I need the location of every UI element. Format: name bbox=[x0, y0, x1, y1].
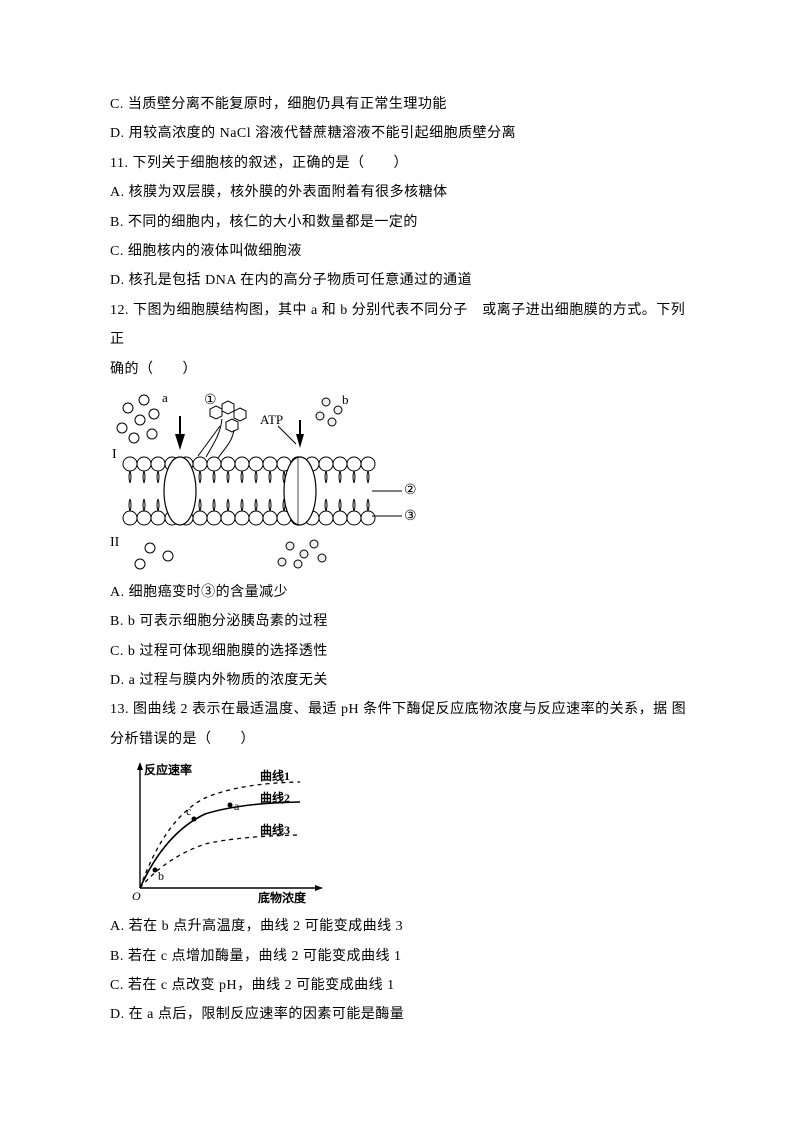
q10-option-d: D. 用较高浓度的 NaCl 溶液代替蔗糖溶液不能引起细胞质壁分离 bbox=[110, 119, 690, 148]
page: C. 当质壁分离不能复原时，细胞仍具有正常生理功能 D. 用较高浓度的 NaCl… bbox=[0, 0, 800, 1132]
q12-option-b: B. b 可表示细胞分泌胰岛素的过程 bbox=[110, 607, 690, 636]
q11-option-d: D. 核孔是包括 DNA 在内的高分子物质可任意通过的通道 bbox=[110, 266, 690, 295]
label-side-2: II bbox=[110, 535, 120, 550]
label-c1: ① bbox=[204, 393, 217, 408]
label-side-1: I bbox=[112, 447, 117, 462]
y-axis-label: 反应速率 bbox=[144, 762, 192, 777]
label-b: b bbox=[342, 392, 349, 407]
q12-stem-line1: 12. 下图为细胞膜结构图，其中 a 和 b 分别代表不同分子 或离子进出细胞膜… bbox=[110, 296, 690, 355]
label-c2: ② bbox=[404, 483, 417, 498]
point-a: a bbox=[234, 799, 240, 813]
q13-option-c: C. 若在 c 点改变 pH，曲线 2 可能变成曲线 1 bbox=[110, 971, 690, 1000]
origin-label: O bbox=[132, 889, 141, 903]
curve2-label: 曲线2 bbox=[260, 790, 290, 805]
curve3-label: 曲线3 bbox=[260, 822, 290, 837]
enzyme-curve-chart: a b c 曲线1 曲线2 曲线3 反应速率 底物浓度 O bbox=[110, 758, 330, 908]
q12-option-a: A. 细胞癌变时③的含量减少 bbox=[110, 578, 690, 607]
q13-option-d: D. 在 a 点后，限制反应速率的因素可能是酶量 bbox=[110, 1000, 690, 1029]
label-atp: ATP bbox=[260, 412, 283, 427]
q13-option-b: B. 若在 c 点增加酶量，曲线 2 可能变成曲线 1 bbox=[110, 942, 690, 971]
q11-option-b: B. 不同的细胞内，核仁的大小和数量都是一定的 bbox=[110, 208, 690, 237]
q12-option-d: D. a 过程与膜内外物质的浓度无关 bbox=[110, 666, 690, 695]
label-c3: ③ bbox=[404, 509, 417, 524]
q13-stem-line2: 分析错误的是（ ） bbox=[110, 725, 690, 754]
q11-option-a: A. 核膜为双层膜，核外膜的外表面附着有很多核糖体 bbox=[110, 178, 690, 207]
point-c: c bbox=[186, 804, 191, 818]
q13-option-a: A. 若在 b 点升高温度，曲线 2 可能变成曲线 3 bbox=[110, 912, 690, 941]
q13-stem-line1: 13. 图曲线 2 表示在最适温度、最适 pH 条件下酶促反应底物浓度与反应速率… bbox=[110, 695, 690, 724]
curve1-label: 曲线1 bbox=[260, 768, 290, 783]
q11-stem: 11. 下列关于细胞核的叙述，正确的是（ ） bbox=[110, 149, 690, 178]
membrane-diagram: a b ATP I II ① ② ③ bbox=[110, 386, 420, 576]
point-b: b bbox=[158, 869, 164, 883]
q11-option-c: C. 细胞核内的液体叫做细胞液 bbox=[110, 237, 690, 266]
q10-option-c: C. 当质壁分离不能复原时，细胞仍具有正常生理功能 bbox=[110, 90, 690, 119]
q12-option-c: C. b 过程可体现细胞膜的选择透性 bbox=[110, 637, 690, 666]
q12-stem-line2: 确的（ ） bbox=[110, 355, 690, 384]
label-a: a bbox=[162, 390, 168, 405]
x-axis-label: 底物浓度 bbox=[258, 890, 307, 905]
